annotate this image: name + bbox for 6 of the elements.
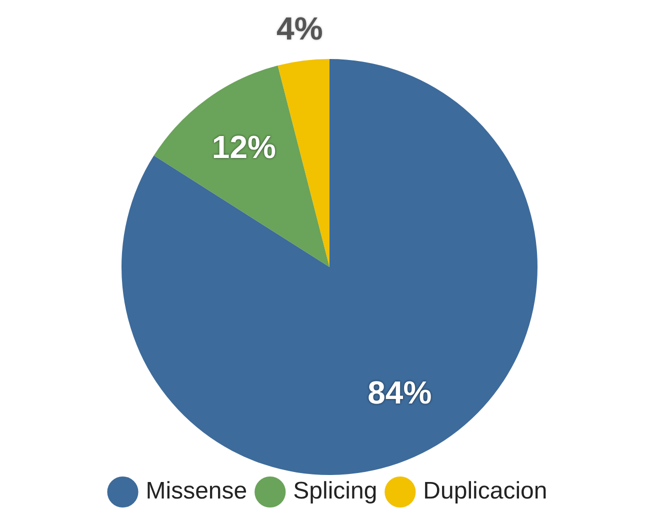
data-label: 84% xyxy=(368,374,432,410)
legend-label: Splicing xyxy=(293,478,378,505)
data-label: 4% xyxy=(276,10,323,47)
data-label: 12% xyxy=(212,129,276,166)
legend-label: Missense xyxy=(146,478,248,505)
legend-label: Duplicacion xyxy=(423,478,548,505)
